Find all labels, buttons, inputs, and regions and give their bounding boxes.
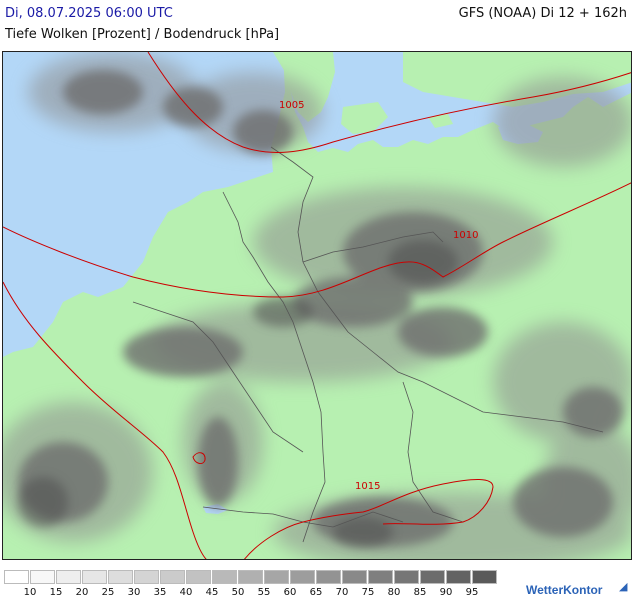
legend-swatch [238, 570, 263, 584]
legend-swatch [160, 570, 185, 584]
weather-map: 1005 1010 1015 [2, 51, 632, 560]
legend-label: 15 [49, 587, 63, 598]
legend-swatch [134, 570, 159, 584]
cloud-cover [3, 52, 631, 559]
legend-label: 65 [309, 587, 323, 598]
country-borders [132, 146, 604, 543]
legend-swatch [316, 570, 341, 584]
map-canvas: 1005 1010 1015 [3, 52, 631, 559]
isobar-1015-south [244, 479, 494, 559]
legend-label: 90 [439, 587, 453, 598]
forecast-datetime: Di, 08.07.2025 06:00 UTC [5, 6, 173, 21]
isobars [3, 52, 631, 559]
legend-label: 30 [127, 587, 141, 598]
legend-swatch [394, 570, 419, 584]
danish-isles [341, 102, 388, 134]
map-subtitle: Tiefe Wolken [Prozent] / Bodendruck [hPa… [5, 27, 280, 42]
legend-swatch [368, 570, 393, 584]
legend-label: 20 [75, 587, 89, 598]
legend-swatch [212, 570, 237, 584]
legend-label: 55 [257, 587, 271, 598]
legend-swatch [82, 570, 107, 584]
legend-label: 85 [413, 587, 427, 598]
isobar-label-1015: 1015 [355, 481, 380, 492]
isobar-label-1010: 1010 [453, 230, 478, 241]
legend-label: 10 [23, 587, 37, 598]
legend-label: 50 [231, 587, 245, 598]
legend-swatch [420, 570, 445, 584]
isobar-small-loop [192, 452, 206, 465]
legend-label: 80 [387, 587, 401, 598]
lake-constance [203, 504, 228, 514]
legend-swatch [4, 570, 29, 584]
legend-swatch [108, 570, 133, 584]
isobar-1010 [3, 182, 631, 298]
brand-icon: ◢ [619, 580, 628, 593]
legend-label: 35 [153, 587, 167, 598]
legend-label: 45 [205, 587, 219, 598]
isobar-labels: 1005 1010 1015 [279, 100, 478, 492]
brand-logo: WetterKontor [526, 583, 603, 597]
legend-swatch [56, 570, 81, 584]
legend-swatch [186, 570, 211, 584]
legend-swatch [30, 570, 55, 584]
island-small [428, 114, 453, 128]
isobar-1015-west [3, 281, 207, 559]
isobar-label-1005: 1005 [279, 100, 304, 111]
legend-label: 25 [101, 587, 115, 598]
legend-label: 95 [465, 587, 479, 598]
legend-swatch [472, 570, 497, 584]
legend-swatch [264, 570, 289, 584]
model-run-label: GFS (NOAA) Di 12 + 162h [458, 6, 627, 21]
isobar-1005 [147, 52, 631, 153]
legend-label: 70 [335, 587, 349, 598]
legend-swatch [290, 570, 315, 584]
legend-swatch [446, 570, 471, 584]
legend-label: 40 [179, 587, 193, 598]
legend-label: 60 [283, 587, 297, 598]
legend-label: 75 [361, 587, 375, 598]
legend-swatch [342, 570, 367, 584]
